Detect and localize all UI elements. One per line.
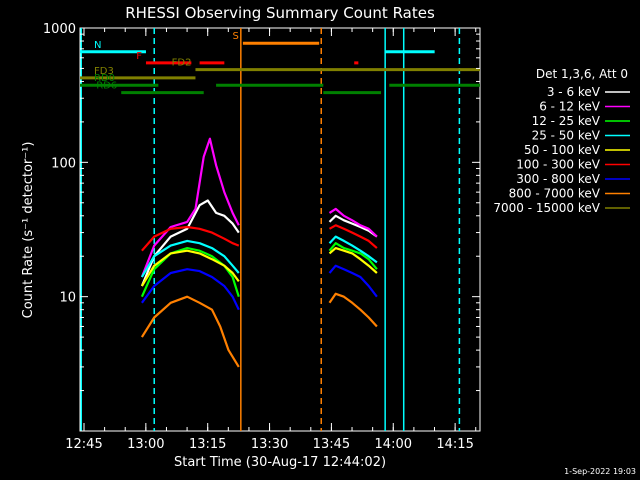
series-group (140, 137, 378, 368)
flag-label: FD2 (172, 58, 192, 69)
series-line (140, 247, 240, 298)
x-axis: 12:45 13:00 13:15 13:30 13:45 14:00 14:15 (65, 28, 477, 452)
flag-label: N (94, 40, 101, 51)
y-axis-label: Count Rate (s⁻¹ detector⁻¹) (21, 142, 36, 319)
series-line (141, 268, 240, 311)
series-line (140, 249, 240, 287)
plot-frame (79, 27, 481, 432)
series-line (328, 207, 378, 238)
legend-label: 12 - 25 keV (532, 114, 601, 128)
series-line (141, 225, 240, 252)
event-lines (80, 28, 461, 431)
series-line (328, 214, 378, 238)
series-line (328, 235, 378, 264)
flag-label: S (233, 31, 239, 42)
legend-label: 3 - 6 keV (547, 85, 601, 99)
y-tick-label: 100 (51, 156, 76, 171)
legend-title: Det 1,3,6, Att 0 (536, 67, 628, 81)
legend-label: 800 - 7000 keV (509, 187, 601, 201)
x-tick-label: 14:15 (436, 437, 473, 452)
x-tick-label: 14:00 (375, 437, 412, 452)
x-tick-label: 13:30 (251, 437, 288, 452)
flag-label: RD0 (94, 73, 115, 84)
x-tick-label: 13:00 (127, 437, 164, 452)
legend-label: 7000 - 15000 keV (493, 201, 600, 215)
series-line (328, 264, 378, 298)
legend-label: 100 - 300 keV (516, 158, 600, 172)
series-line (328, 247, 378, 274)
y-tick-label: 10 (59, 291, 76, 306)
chart-title: RHESSI Observing Summary Count Rates (125, 4, 435, 22)
y-tick-label: 1000 (43, 22, 76, 37)
flag-label: RD6 (96, 81, 117, 92)
flag-label: F (136, 51, 142, 62)
x-tick-label: 12:45 (65, 437, 102, 452)
series-line (328, 224, 378, 249)
series-line (140, 295, 240, 368)
x-tick-label: 13:45 (313, 437, 350, 452)
x-axis-label: Start Time (30-Aug-17 12:44:02) (174, 455, 386, 470)
series-line (328, 242, 378, 270)
legend-label: 25 - 50 keV (532, 129, 601, 143)
series-line (140, 137, 240, 278)
flag-label: FD3 (94, 66, 114, 77)
footer-date: 1-Sep-2022 19:03 (564, 467, 636, 476)
legend-label: 6 - 12 keV (539, 100, 601, 114)
legend-label: 300 - 800 keV (516, 172, 600, 186)
series-line (140, 239, 240, 278)
series-line (140, 199, 240, 287)
y-axis: 10 100 1000 (43, 22, 480, 432)
x-tick-label: 13:15 (189, 437, 226, 452)
legend-label: 50 - 100 keV (524, 143, 601, 157)
series-line (328, 292, 378, 328)
